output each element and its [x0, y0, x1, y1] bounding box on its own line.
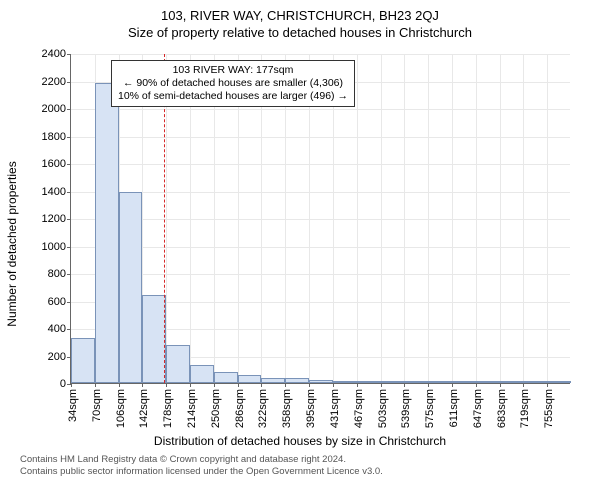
y-tick-label: 1000 — [42, 241, 71, 253]
x-tick-label: 611sqm — [448, 389, 460, 427]
x-tick-label: 322sqm — [257, 389, 269, 428]
x-tick-label: 539sqm — [400, 389, 412, 428]
gridline-h — [71, 54, 570, 55]
histogram-bar — [404, 381, 428, 383]
gridline-h — [71, 164, 570, 165]
x-tick-label: 106sqm — [115, 389, 127, 428]
annotation-line1: 103 RIVER WAY: 177sqm — [118, 64, 348, 77]
histogram-bar — [452, 381, 476, 383]
y-tick-label: 1400 — [42, 186, 71, 198]
annotation-line3: 10% of semi-detached houses are larger (… — [118, 90, 348, 103]
histogram-bar — [547, 381, 571, 383]
x-tick-label: 755sqm — [543, 389, 555, 428]
histogram-bar — [142, 295, 166, 383]
histogram-bar — [166, 345, 190, 384]
histogram-bar — [214, 372, 238, 383]
page-title-subtitle: Size of property relative to detached ho… — [128, 25, 472, 40]
gridline-v — [452, 54, 453, 383]
annotation-box: 103 RIVER WAY: 177sqm ← 90% of detached … — [111, 60, 355, 107]
histogram-bar — [95, 83, 119, 383]
gridline-v — [404, 54, 405, 383]
gridline-h — [71, 137, 570, 138]
chart-container: 103, RIVER WAY, CHRISTCHURCH, BH23 2QJ S… — [0, 0, 600, 500]
x-tick-label: 34sqm — [67, 389, 79, 422]
x-tick-label: 358sqm — [281, 389, 293, 428]
x-tick-label: 286sqm — [234, 389, 246, 428]
histogram-bar — [190, 365, 214, 383]
x-tick-label: 575sqm — [424, 389, 436, 428]
footer-line1: Contains HM Land Registry data © Crown c… — [20, 454, 580, 466]
histogram-bar — [381, 381, 405, 383]
footer-attribution: Contains HM Land Registry data © Crown c… — [20, 454, 580, 478]
histogram-bar — [309, 380, 333, 383]
gridline-v — [357, 54, 358, 383]
gridline-v — [381, 54, 382, 383]
footer-line2: Contains public sector information licen… — [20, 466, 580, 478]
x-tick-label: 719sqm — [519, 389, 531, 428]
gridline-h — [71, 219, 570, 220]
y-tick-label: 2000 — [42, 103, 71, 115]
x-axis-label: Distribution of detached houses by size … — [154, 434, 446, 448]
x-tick-label: 395sqm — [305, 389, 317, 428]
gridline-v — [428, 54, 429, 383]
gridline-v — [476, 54, 477, 383]
histogram-bar — [71, 338, 95, 383]
y-tick-label: 1600 — [42, 158, 71, 170]
x-tick-label: 683sqm — [496, 389, 508, 428]
y-tick-label: 1800 — [42, 131, 71, 143]
gridline-h — [71, 274, 570, 275]
histogram-bar — [357, 381, 381, 383]
gridline-h — [71, 192, 570, 193]
x-tick-label: 647sqm — [472, 389, 484, 428]
x-tick-label: 250sqm — [210, 389, 222, 428]
gridline-v — [523, 54, 524, 383]
histogram-bar — [428, 381, 452, 383]
annotation-line2: ← 90% of detached houses are smaller (4,… — [118, 77, 348, 90]
gridline-h — [71, 109, 570, 110]
x-tick-label: 214sqm — [186, 389, 198, 428]
y-tick-label: 800 — [48, 268, 71, 280]
page-title-address: 103, RIVER WAY, CHRISTCHURCH, BH23 2QJ — [161, 8, 439, 23]
chart-area: Number of detached properties 0200400600… — [20, 44, 580, 444]
x-tick-label: 178sqm — [162, 389, 174, 428]
x-tick-label: 503sqm — [377, 389, 389, 428]
gridline-v — [547, 54, 548, 383]
histogram-bar — [119, 192, 143, 383]
y-tick-label: 2200 — [42, 76, 71, 88]
x-tick-label: 431sqm — [329, 389, 341, 428]
histogram-bar — [333, 381, 357, 383]
x-tick-label: 467sqm — [353, 389, 365, 428]
y-tick-label: 2400 — [42, 48, 71, 60]
plot-area: 0200400600800100012001400160018002000220… — [70, 54, 570, 384]
x-tick-label: 70sqm — [91, 389, 103, 422]
y-tick-label: 1200 — [42, 213, 71, 225]
y-tick-label: 400 — [48, 323, 71, 335]
histogram-bar — [238, 375, 262, 383]
y-axis-label: Number of detached properties — [5, 161, 19, 326]
histogram-bar — [261, 378, 285, 384]
histogram-bar — [500, 381, 524, 383]
y-tick-label: 200 — [48, 351, 71, 363]
y-tick-label: 600 — [48, 296, 71, 308]
x-tick-label: 142sqm — [138, 389, 150, 428]
histogram-bar — [523, 381, 547, 383]
histogram-bar — [476, 381, 500, 383]
gridline-v — [500, 54, 501, 383]
histogram-bar — [285, 378, 309, 383]
gridline-h — [71, 247, 570, 248]
